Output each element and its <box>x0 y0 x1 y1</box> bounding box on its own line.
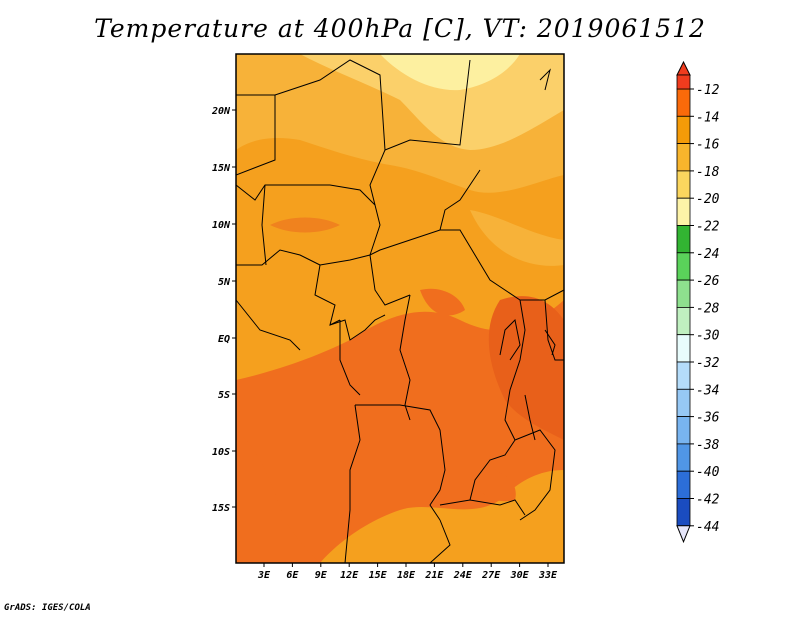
temperature-field <box>236 54 564 563</box>
colorbar-segment <box>676 470 691 499</box>
colorbar-segment <box>676 143 691 172</box>
boundary-line <box>524 394 536 441</box>
boundary-line <box>439 169 481 231</box>
colorbar-label: -20 <box>696 192 720 207</box>
colorbar-segment <box>676 74 691 90</box>
field-coldest-region <box>380 54 520 91</box>
longitude-axis: 3E 6E 9E 12E 15E 18E 21E 24E 27E 30E 33E <box>257 563 558 581</box>
colorbar-label: -26 <box>696 274 720 289</box>
field-warm-patch-2 <box>470 469 516 502</box>
lon-tick-label: 12E <box>340 570 359 581</box>
colorbar-segment <box>676 225 691 254</box>
lat-tick-label: EQ <box>218 334 230 345</box>
colorbar-label: -32 <box>696 356 720 371</box>
colorbar-top-arrow <box>676 60 691 76</box>
colorbar-label: -18 <box>696 165 720 180</box>
field-cool-patch-east <box>470 210 564 266</box>
boundary-line <box>236 249 321 266</box>
lat-tick-label: 5N <box>218 277 231 288</box>
lat-tick-label: 5S <box>218 390 230 401</box>
colorbar-label: -22 <box>696 220 720 235</box>
colorbar-segment <box>676 306 691 336</box>
lon-tick-label: 9E <box>315 570 328 581</box>
field-colder-region <box>300 54 564 150</box>
boundary-line <box>355 404 446 521</box>
map-title: Temperature at 400hPa [C], VT: 201906151… <box>94 14 706 43</box>
colorbar-label: -44 <box>696 520 719 535</box>
colorbar-segment <box>676 361 691 390</box>
colorbar-label: -30 <box>696 329 720 344</box>
boundary-line <box>369 254 411 306</box>
grads-credit: GrADS: IGES/COLA <box>4 603 91 613</box>
colorbar-label: -40 <box>696 465 720 480</box>
colorbar-segment <box>676 197 691 226</box>
lon-tick-label: 6E <box>286 570 299 581</box>
lat-tick-label: 10S <box>212 447 230 458</box>
lon-tick-label: 33E <box>538 570 558 581</box>
boundary-line <box>499 318 521 361</box>
colorbar-segment <box>676 115 691 145</box>
colorbar-segment <box>676 443 691 472</box>
colorbar-segment <box>676 388 691 417</box>
field-warm-patch-1 <box>420 288 465 316</box>
field-warm-region-east <box>488 296 564 440</box>
lon-tick-label: 18E <box>397 570 416 581</box>
colorbar-label: -38 <box>696 438 720 453</box>
boundary-line <box>314 264 341 326</box>
boundary-line <box>329 314 386 341</box>
lat-tick-label: 10N <box>212 220 231 231</box>
boundary-line <box>544 329 556 356</box>
colorbar-label: -12 <box>696 83 720 98</box>
colorbar-label: -42 <box>696 493 720 508</box>
colorbar-segment <box>676 416 691 445</box>
colorbar-segment <box>676 334 691 363</box>
colorbar-label: -34 <box>696 383 719 398</box>
colorbar-segment <box>676 279 691 308</box>
boundary-line <box>344 404 361 563</box>
country-boundaries <box>236 59 564 563</box>
boundary-line <box>236 299 301 351</box>
plot-frame <box>235 53 565 564</box>
field-warm-region-west <box>236 430 320 563</box>
boundary-line <box>504 299 526 441</box>
colorbar-segment <box>676 252 691 281</box>
colorbar-label: -36 <box>696 411 720 426</box>
lon-tick-label: 30E <box>510 570 530 581</box>
colorbar: -12 -14 -16 -18 -20 -22 -24 -26 -28 -30 -32 -34 -36 -… <box>676 60 720 544</box>
lon-tick-label: 3E <box>257 570 271 581</box>
latitude-axis: 20N 15N 10N 5N EQ 5S 10S 15S <box>211 106 236 514</box>
boundary-line <box>429 519 451 563</box>
boundary-line <box>274 59 386 206</box>
colorbar-label: -16 <box>696 138 720 153</box>
lon-tick-label: 21E <box>424 570 444 581</box>
boundary-line <box>261 184 267 266</box>
lon-tick-label: 15E <box>369 570 388 581</box>
field-warm-region-south <box>236 300 564 563</box>
boundary-line <box>539 68 551 91</box>
boundary-line <box>384 59 471 151</box>
lon-tick-label: 24E <box>453 570 473 581</box>
colorbar-segment <box>676 170 691 199</box>
lat-tick-label: 15S <box>212 503 230 514</box>
field-warm-patch-3 <box>270 217 340 233</box>
boundary-line <box>439 499 526 516</box>
boundary-line <box>236 184 381 256</box>
lat-tick-label: 15N <box>212 163 231 174</box>
colorbar-label: -28 <box>696 301 720 316</box>
boundary-line <box>236 94 276 176</box>
lat-tick-label: 20N <box>211 106 231 117</box>
colorbar-label: -14 <box>696 110 719 125</box>
colorbar-bottom-arrow <box>676 525 691 544</box>
lon-tick-label: 27E <box>481 570 501 581</box>
boundary-line <box>514 429 556 521</box>
colorbar-segment <box>676 498 691 527</box>
boundary-line <box>544 299 564 361</box>
boundary-line <box>399 294 411 421</box>
colorbar-segment <box>676 88 691 117</box>
boundary-line <box>339 320 361 396</box>
colorbar-label: -24 <box>696 247 719 262</box>
boundary-line <box>469 439 516 501</box>
